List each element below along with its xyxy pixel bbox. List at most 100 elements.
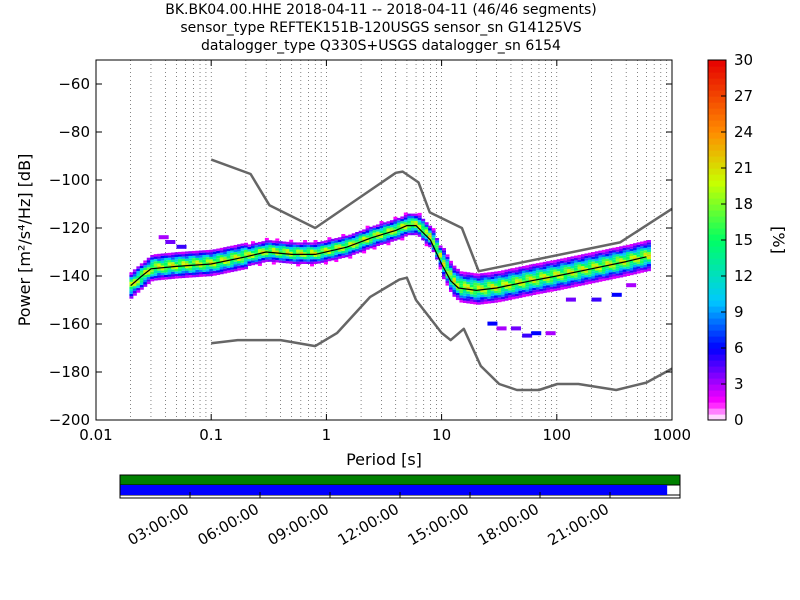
density-cell bbox=[518, 281, 523, 284]
density-cell bbox=[369, 245, 374, 249]
density-cell bbox=[611, 292, 622, 297]
density-cell bbox=[320, 255, 325, 259]
density-cell bbox=[601, 259, 606, 262]
density-cell bbox=[358, 233, 363, 236]
density-cell bbox=[164, 267, 169, 270]
density-cell bbox=[334, 254, 339, 258]
density-cell bbox=[556, 283, 561, 286]
density-cell bbox=[379, 220, 384, 224]
density-cell bbox=[233, 266, 238, 269]
density-cell bbox=[178, 256, 183, 260]
density-cell bbox=[414, 220, 419, 224]
density-cell bbox=[355, 244, 360, 247]
density-cell bbox=[532, 285, 537, 288]
density-cell bbox=[417, 220, 422, 223]
density-cell bbox=[598, 264, 603, 268]
density-cell bbox=[577, 259, 582, 263]
density-cell bbox=[605, 251, 610, 254]
density-cell bbox=[605, 277, 610, 281]
density-cell bbox=[587, 259, 592, 263]
density-cell bbox=[334, 240, 339, 243]
density-cell bbox=[448, 287, 453, 290]
density-cell bbox=[313, 242, 318, 245]
density-cell bbox=[622, 264, 627, 268]
density-cell bbox=[178, 266, 183, 269]
density-cell bbox=[494, 271, 499, 274]
density-cell bbox=[612, 276, 617, 279]
density-cell bbox=[574, 274, 579, 278]
density-cell bbox=[282, 258, 287, 261]
density-cell bbox=[389, 239, 394, 242]
density-cell bbox=[459, 273, 464, 277]
density-cell bbox=[268, 245, 273, 248]
density-cell bbox=[542, 283, 547, 286]
density-cell bbox=[327, 242, 332, 245]
density-cell bbox=[132, 271, 137, 275]
density-cell bbox=[469, 287, 474, 290]
density-cell bbox=[202, 271, 207, 275]
density-cell bbox=[348, 249, 353, 252]
density-cell bbox=[403, 219, 408, 223]
density-cell bbox=[153, 278, 158, 281]
density-cell bbox=[376, 243, 381, 247]
density-cell bbox=[508, 278, 513, 281]
density-cell bbox=[521, 280, 526, 283]
density-cell bbox=[514, 296, 519, 299]
density-cell bbox=[292, 252, 297, 255]
density-cell bbox=[240, 267, 245, 270]
density-cell bbox=[535, 263, 540, 266]
density-cell bbox=[327, 256, 332, 259]
density-cell bbox=[153, 254, 158, 257]
density-cell bbox=[598, 250, 603, 253]
density-cell bbox=[574, 258, 579, 261]
density-cell bbox=[132, 290, 137, 294]
density-cell bbox=[129, 272, 134, 275]
density-cell bbox=[438, 245, 443, 248]
density-cell bbox=[143, 267, 148, 271]
density-cell bbox=[313, 244, 318, 248]
colorbar-segment bbox=[708, 132, 726, 139]
density-cell bbox=[285, 246, 290, 250]
density-cell bbox=[636, 254, 641, 257]
density-cell bbox=[191, 272, 196, 275]
density-cell bbox=[424, 241, 429, 244]
density-cell bbox=[494, 281, 499, 284]
density-cell bbox=[570, 261, 575, 264]
density-cell bbox=[344, 245, 349, 248]
density-cell bbox=[563, 272, 568, 275]
density-cell bbox=[455, 288, 460, 291]
density-cell bbox=[261, 245, 266, 249]
density-cell bbox=[410, 216, 415, 219]
density-cell bbox=[209, 259, 214, 262]
density-cell bbox=[355, 246, 360, 249]
density-cell bbox=[466, 277, 471, 280]
density-cell bbox=[549, 279, 554, 283]
density-cell bbox=[525, 265, 530, 268]
density-cell bbox=[549, 274, 554, 278]
density-cell bbox=[257, 249, 262, 252]
density-cell bbox=[212, 263, 217, 267]
density-cell bbox=[181, 273, 186, 276]
density-cell bbox=[323, 252, 328, 255]
density-cell bbox=[282, 246, 287, 249]
density-cell bbox=[487, 286, 492, 290]
density-cell bbox=[268, 252, 273, 255]
density-cell bbox=[622, 250, 627, 253]
density-cell bbox=[365, 225, 370, 229]
density-cell bbox=[313, 261, 318, 264]
density-cell bbox=[452, 284, 457, 288]
density-cell bbox=[591, 273, 596, 277]
density-cell bbox=[626, 271, 631, 274]
density-cell bbox=[445, 259, 450, 262]
density-cell bbox=[483, 275, 488, 278]
density-cell bbox=[629, 260, 634, 264]
density-cell bbox=[310, 247, 315, 250]
density-cell bbox=[178, 273, 183, 276]
density-cell bbox=[580, 266, 585, 269]
density-cell bbox=[442, 262, 447, 265]
colorbar-segment bbox=[708, 252, 726, 259]
density-cell bbox=[615, 258, 620, 262]
density-cell bbox=[455, 283, 460, 286]
density-cell bbox=[320, 253, 325, 256]
density-cell bbox=[323, 240, 328, 243]
